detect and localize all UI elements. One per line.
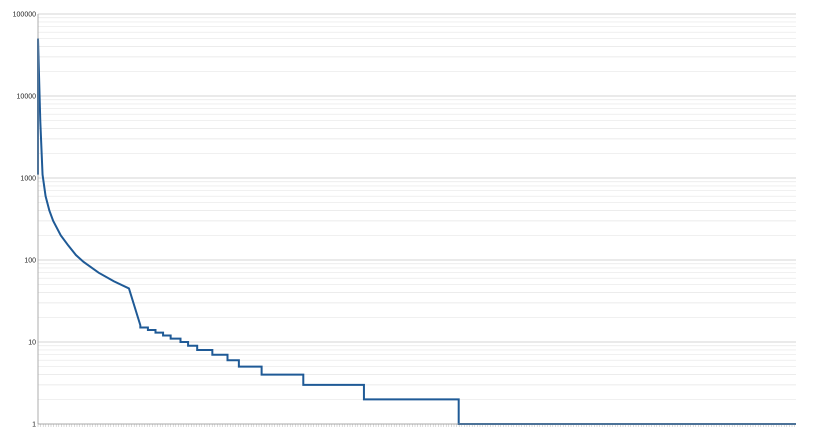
y-tick-label: 10 bbox=[28, 340, 36, 347]
y-tick-label: 1 bbox=[32, 422, 36, 429]
series-group bbox=[37, 38, 796, 425]
y-tick-label: 100000 bbox=[13, 12, 36, 19]
grid-lines bbox=[38, 13, 796, 425]
series-line bbox=[37, 38, 796, 425]
y-tick-label: 100 bbox=[24, 258, 36, 265]
y-tick-label: 10000 bbox=[17, 94, 37, 101]
y-axis-tick-labels: 100000 10000 1000 100 10 1 bbox=[13, 12, 36, 429]
y-tick-label: 1000 bbox=[20, 176, 36, 183]
